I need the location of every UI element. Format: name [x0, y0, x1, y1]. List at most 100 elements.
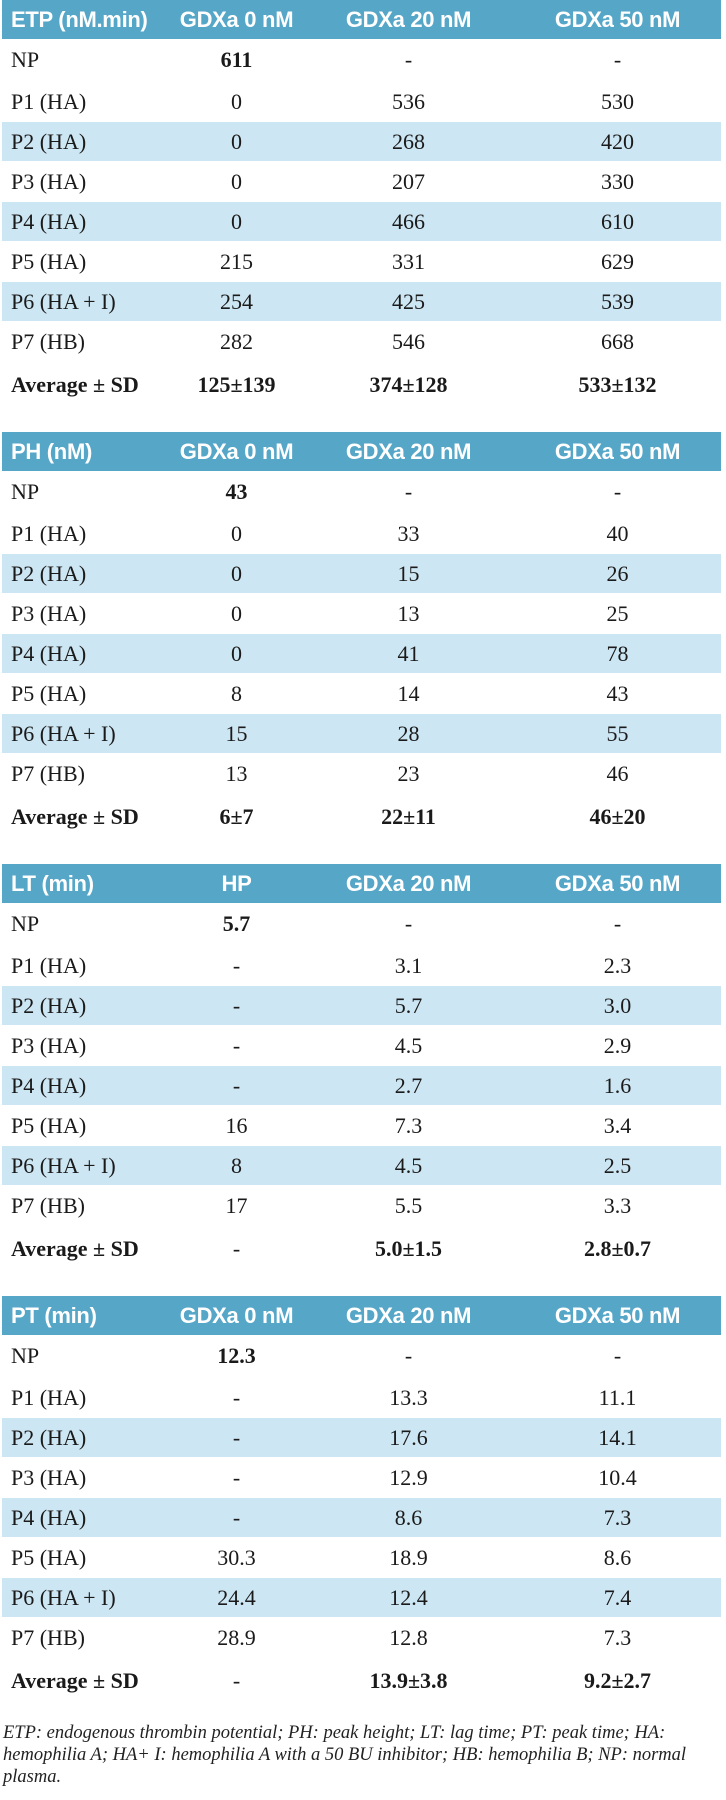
cell: 12.3 — [170, 1335, 303, 1378]
cell: 78 — [514, 633, 721, 674]
average-cell: 2.8±0.7 — [514, 1225, 721, 1272]
average-row: Average ± SD 6±7 22±11 46±20 — [2, 793, 721, 840]
cell: 629 — [514, 241, 721, 282]
cell: 43 — [170, 471, 303, 514]
row-label: P7 (HB) — [2, 1617, 170, 1658]
cell: - — [170, 1457, 303, 1498]
row-label: P7 (HB) — [2, 753, 170, 794]
table-gap — [0, 408, 726, 432]
cell: 28.9 — [170, 1617, 303, 1658]
table-row: P4 (HA) 0 41 78 — [2, 633, 721, 674]
cell: 7.4 — [514, 1577, 721, 1618]
table-row: P1 (HA) 0 33 40 — [2, 513, 721, 554]
table-row: P1 (HA) 0 536 530 — [2, 81, 721, 122]
table-gap — [0, 840, 726, 864]
table-row: P4 (HA) - 2.7 1.6 — [2, 1065, 721, 1106]
table-row: P6 (HA + I) 15 28 55 — [2, 713, 721, 754]
row-label: P6 (HA + I) — [2, 1145, 170, 1186]
cell: 5.7 — [303, 985, 514, 1026]
average-label: Average ± SD — [2, 793, 170, 840]
row-label: P2 (HA) — [2, 121, 170, 162]
etp-table: ETP (nM.min) GDXa 0 nM GDXa 20 nM GDXa 5… — [2, 0, 721, 408]
cell: - — [514, 39, 721, 82]
cell: 2.3 — [514, 945, 721, 986]
cell: 466 — [303, 201, 514, 242]
cell: 23 — [303, 753, 514, 794]
row-label: P7 (HB) — [2, 1185, 170, 1226]
cell: 0 — [170, 633, 303, 674]
cell: - — [170, 1417, 303, 1458]
cell: 0 — [170, 593, 303, 634]
cell: 3.4 — [514, 1105, 721, 1146]
average-cell: 13.9±3.8 — [303, 1657, 514, 1704]
row-label: P6 (HA + I) — [2, 713, 170, 754]
row-label: P3 (HA) — [2, 593, 170, 634]
header-cell-metric: PH (nM) — [2, 432, 170, 471]
cell: 3.3 — [514, 1185, 721, 1226]
average-cell: - — [170, 1657, 303, 1704]
row-label: NP — [2, 39, 170, 82]
table-row: P2 (HA) - 17.6 14.1 — [2, 1417, 721, 1458]
cell: 268 — [303, 121, 514, 162]
table-row: P7 (HB) 17 5.5 3.3 — [2, 1185, 721, 1226]
row-label: P4 (HA) — [2, 1065, 170, 1106]
row-label: NP — [2, 471, 170, 514]
cell: 254 — [170, 281, 303, 322]
header-cell-metric: PT (min) — [2, 1296, 170, 1335]
table-row: P7 (HB) 13 23 46 — [2, 753, 721, 794]
table-row: P5 (HA) 30.3 18.9 8.6 — [2, 1537, 721, 1578]
cell: - — [170, 985, 303, 1026]
cell: 215 — [170, 241, 303, 282]
row-label: P3 (HA) — [2, 1025, 170, 1066]
row-label: P3 (HA) — [2, 1457, 170, 1498]
table-row: P3 (HA) - 4.5 2.9 — [2, 1025, 721, 1066]
cell: - — [303, 903, 514, 946]
row-label: P5 (HA) — [2, 1105, 170, 1146]
cell: 26 — [514, 553, 721, 594]
cell: 10.4 — [514, 1457, 721, 1498]
cell: 2.7 — [303, 1065, 514, 1106]
cell: 2.9 — [514, 1025, 721, 1066]
cell: 330 — [514, 161, 721, 202]
average-label: Average ± SD — [2, 1225, 170, 1272]
table-row: P3 (HA) - 12.9 10.4 — [2, 1457, 721, 1498]
table-header-row: PT (min) GDXa 0 nM GDXa 20 nM GDXa 50 nM — [2, 1296, 721, 1335]
cell: 11.1 — [514, 1377, 721, 1418]
table-footnote: ETP: endogenous thrombin potential; PH: … — [3, 1723, 687, 1787]
table-row: P6 (HA + I) 8 4.5 2.5 — [2, 1145, 721, 1186]
row-label: NP — [2, 1335, 170, 1378]
cell: 2.5 — [514, 1145, 721, 1186]
table-row: P7 (HB) 28.9 12.8 7.3 — [2, 1617, 721, 1658]
average-cell: 533±132 — [514, 361, 721, 408]
cell: 0 — [170, 121, 303, 162]
cell: 46 — [514, 753, 721, 794]
cell: 12.8 — [303, 1617, 514, 1658]
table-row: P5 (HA) 8 14 43 — [2, 673, 721, 714]
cell: - — [514, 1335, 721, 1378]
table-row: P5 (HA) 16 7.3 3.4 — [2, 1105, 721, 1146]
cell: 425 — [303, 281, 514, 322]
row-label: P7 (HB) — [2, 321, 170, 362]
table-row: P7 (HB) 282 546 668 — [2, 321, 721, 362]
header-cell-col2: GDXa 20 nM — [303, 864, 514, 903]
cell: 536 — [303, 81, 514, 122]
cell: - — [170, 1025, 303, 1066]
cell: 40 — [514, 513, 721, 554]
cell: 530 — [514, 81, 721, 122]
cell: 539 — [514, 281, 721, 322]
cell: 15 — [303, 553, 514, 594]
row-label: P2 (HA) — [2, 1417, 170, 1458]
table-header-row: LT (min) HP GDXa 20 nM GDXa 50 nM — [2, 864, 721, 903]
cell: 0 — [170, 513, 303, 554]
row-label: P1 (HA) — [2, 945, 170, 986]
table-row: NP 611 - - — [2, 39, 721, 82]
cell: 14.1 — [514, 1417, 721, 1458]
cell: - — [303, 39, 514, 82]
cell: 5.5 — [303, 1185, 514, 1226]
cell: 14 — [303, 673, 514, 714]
cell: 611 — [170, 39, 303, 82]
cell: 7.3 — [514, 1617, 721, 1658]
row-label: P4 (HA) — [2, 633, 170, 674]
cell: 5.7 — [170, 903, 303, 946]
average-label: Average ± SD — [2, 1657, 170, 1704]
